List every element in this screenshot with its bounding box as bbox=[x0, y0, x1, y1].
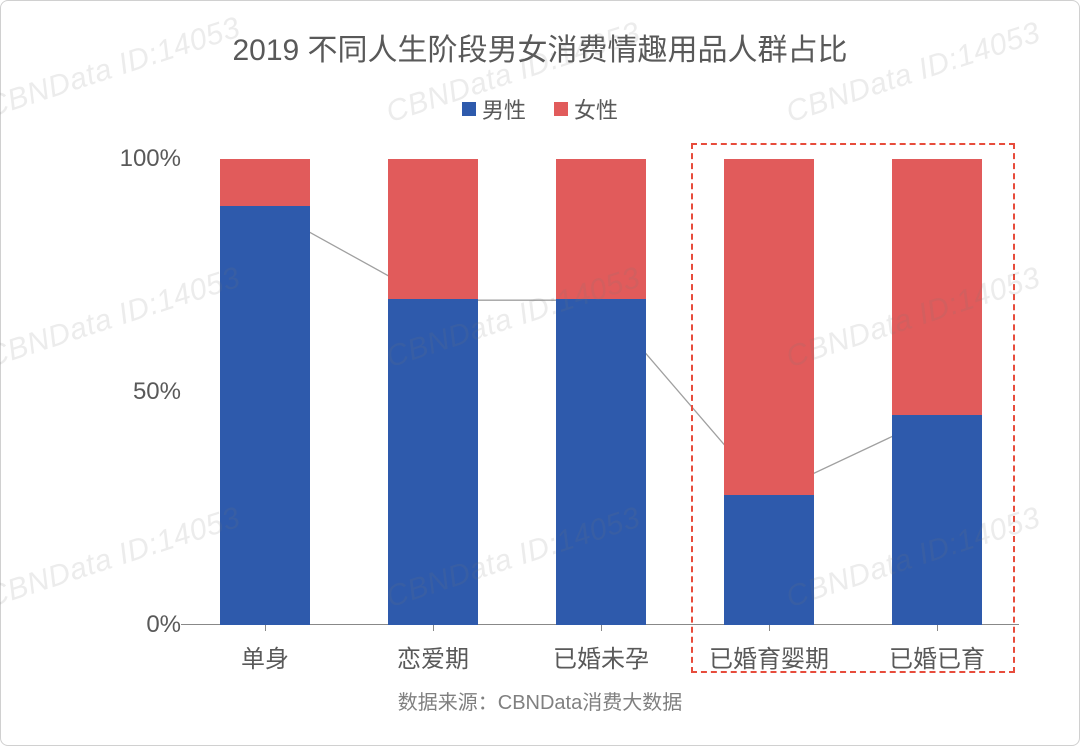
legend-label-female: 女性 bbox=[574, 93, 618, 125]
x-axis-label: 单身 bbox=[241, 639, 289, 674]
bar-segment-male bbox=[220, 206, 310, 625]
bar-slot: 单身 bbox=[220, 161, 310, 625]
legend-swatch-female bbox=[554, 102, 568, 116]
legend-item-female: 女性 bbox=[554, 93, 618, 125]
bars-area: 单身恋爱期已婚未孕已婚育婴期已婚已育 bbox=[181, 161, 1019, 625]
bar-segment-male bbox=[892, 415, 982, 625]
x-tick-mark bbox=[937, 625, 938, 631]
source-prefix: 数据来源： bbox=[398, 692, 498, 714]
y-axis-tick: 100% bbox=[111, 145, 181, 173]
bar-segment-male bbox=[556, 299, 646, 625]
x-tick-mark bbox=[769, 625, 770, 631]
bar-segment-female bbox=[556, 159, 646, 299]
bar-slot: 已婚已育 bbox=[892, 161, 982, 625]
bar-slot: 已婚育婴期 bbox=[724, 161, 814, 625]
plot-area: 单身恋爱期已婚未孕已婚育婴期已婚已育 0%50%100% bbox=[121, 161, 1039, 625]
x-tick-mark bbox=[601, 625, 602, 631]
source-text: CBNData消费大数据 bbox=[498, 692, 682, 714]
x-axis-label: 恋爱期 bbox=[397, 639, 469, 674]
bar-segment-male bbox=[388, 299, 478, 625]
bar-segment-male bbox=[724, 495, 814, 625]
x-tick-mark bbox=[433, 625, 434, 631]
legend: 男性 女性 bbox=[1, 93, 1079, 125]
source-attribution: 数据来源：CBNData消费大数据 bbox=[1, 686, 1079, 715]
y-axis-tick: 0% bbox=[111, 611, 181, 639]
bar-segment-female bbox=[388, 159, 478, 299]
chart-container: 2019 不同人生阶段男女消费情趣用品人群占比 男性 女性 单身恋爱期已婚未孕已… bbox=[0, 0, 1080, 746]
legend-label-male: 男性 bbox=[482, 93, 526, 125]
bar-segment-female bbox=[724, 159, 814, 495]
y-axis-tick: 50% bbox=[111, 378, 181, 406]
bar-segment-female bbox=[220, 159, 310, 206]
legend-swatch-male bbox=[462, 102, 476, 116]
bar-slot: 已婚未孕 bbox=[556, 161, 646, 625]
x-axis-label: 已婚育婴期 bbox=[709, 639, 829, 674]
x-axis-label: 已婚未孕 bbox=[553, 639, 649, 674]
x-axis-label: 已婚已育 bbox=[889, 639, 985, 674]
legend-item-male: 男性 bbox=[462, 93, 526, 125]
chart-title: 2019 不同人生阶段男女消费情趣用品人群占比 bbox=[1, 1, 1079, 69]
x-tick-mark bbox=[265, 625, 266, 631]
bar-slot: 恋爱期 bbox=[388, 161, 478, 625]
bar-segment-female bbox=[892, 159, 982, 415]
